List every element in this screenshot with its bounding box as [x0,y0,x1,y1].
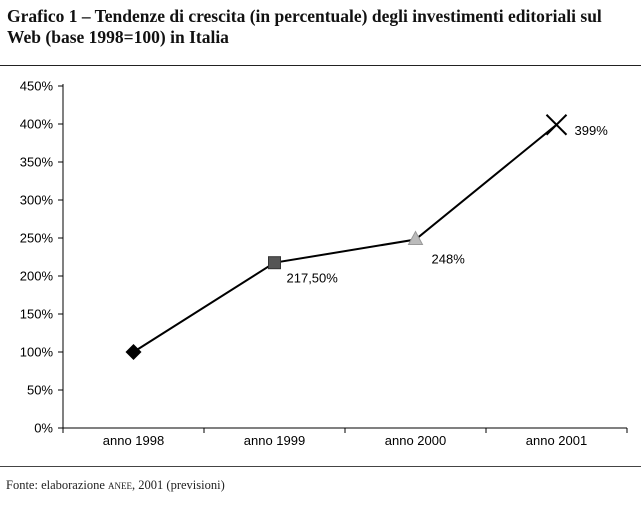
y-tick-label: 300% [20,193,54,208]
x-tick-label: anno 2000 [385,433,446,448]
data-labels: 217,50% 248% 399% [287,123,609,286]
marker-diamond [125,344,142,360]
marker-x [545,114,568,136]
x-tick-label: anno 2001 [526,433,587,448]
x-tick-label: anno 1998 [103,433,164,448]
marker-square [268,256,281,270]
y-tick-label: 450% [20,79,54,94]
y-tick-label: 400% [20,117,54,132]
y-tick-label: 350% [20,155,54,170]
source-note: Fonte: elaborazione anee, 2001 (previsio… [6,478,225,493]
source-org: anee [108,478,133,492]
top-rule [0,65,641,66]
source-suffix: , 2001 (previsioni) [132,478,225,492]
marker-triangle [407,230,424,246]
data-label: 217,50% [287,271,339,286]
y-axis-ticks: 0% 50% 100% 150% 200% 250% 300% 350% 400% 450% [20,79,63,436]
data-label: 248% [432,252,466,267]
marker-x-stroke [545,114,568,136]
y-tick-label: 200% [20,269,54,284]
y-tick-label: 100% [20,345,54,360]
source-prefix: Fonte: elaborazione [6,478,109,492]
line-chart: 0% 50% 100% 150% 200% 250% 300% 350% 400% 450% an… [20,79,628,448]
x-axis-ticks: anno 1998 anno 1999 anno 2000 anno 2001 [62,428,628,448]
series-polyline [132,123,558,353]
data-label: 399% [575,123,609,138]
y-tick-label: 250% [20,231,54,246]
y-tick-label: 0% [34,421,53,436]
bottom-rule [0,466,641,467]
series-line [132,123,558,353]
data-markers [125,114,568,360]
y-tick-label: 150% [20,307,54,322]
y-tick-label: 50% [27,383,53,398]
x-tick-label: anno 1999 [244,433,305,448]
chart-title: Grafico 1 – Tendenze di crescita (in per… [7,6,602,47]
